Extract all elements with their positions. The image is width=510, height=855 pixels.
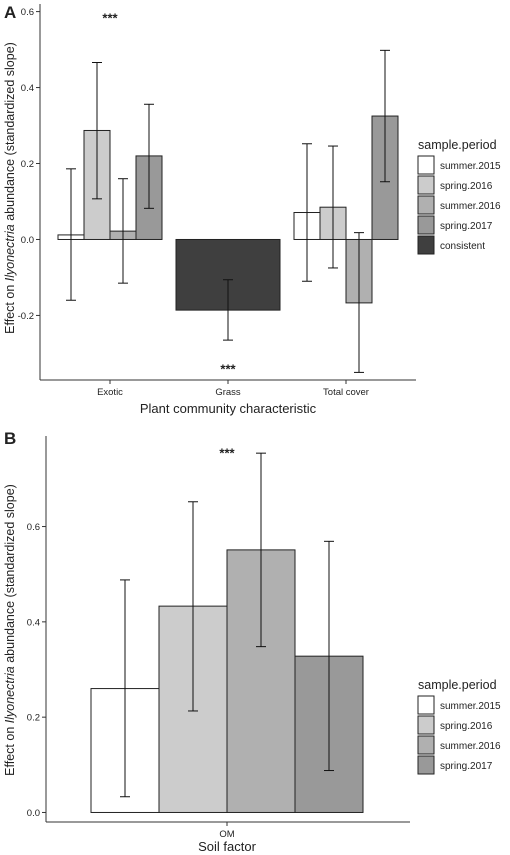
y-tick-label: 0.6 <box>21 7 34 18</box>
significance-annotation: *** <box>102 10 118 25</box>
panel-b-bars <box>90 549 364 813</box>
panel-a-error-bars <box>66 49 390 373</box>
panel-b-y-ticks: 0.6 0.4 0.2 0.0 <box>27 522 46 819</box>
panel-a-y-axis-label: Effect on Ilyonectria abundance (standar… <box>3 42 17 334</box>
legend-swatch <box>417 195 435 215</box>
panel-a-label: A <box>4 3 16 22</box>
y-tick-label: 0.0 <box>27 808 40 819</box>
legend-swatch <box>417 155 435 175</box>
significance-annotation: *** <box>219 446 235 461</box>
legend-entry-label: spring.2016 <box>440 181 493 192</box>
x-tick-label: OM <box>219 829 234 840</box>
significance-annotation: *** <box>220 362 236 377</box>
panel-a-y-ticks: 0.6 0.4 0.2 0.0 -0.2 <box>18 7 40 322</box>
legend-entry-label: summer.2016 <box>440 201 501 212</box>
legend-entry-label: summer.2015 <box>440 161 501 172</box>
panel-b-y-axis-label: Effect on Ilyonectria abundance (standar… <box>3 484 17 776</box>
panel-a-x-axis-label: Plant community characteristic <box>140 401 317 416</box>
panel-b: B Effect on Ilyonectria abundance (stand… <box>3 429 501 854</box>
legend-swatch <box>417 695 435 715</box>
y-tick-label: 0.4 <box>27 617 40 628</box>
legend-swatch <box>417 715 435 735</box>
panel-a-legend: sample.period summer.2015 spring.2016 summ… <box>417 138 501 255</box>
legend-swatch <box>417 235 435 255</box>
x-tick-label: Exotic <box>97 387 123 398</box>
panel-b-legend-title: sample.period <box>418 678 497 692</box>
y-tick-label: 0.2 <box>27 713 40 724</box>
legend-entry-label: summer.2015 <box>440 701 501 712</box>
y-tick-label: 0.2 <box>21 159 34 170</box>
y-tick-label: -0.2 <box>18 311 34 322</box>
y-tick-label: 0.4 <box>21 83 34 94</box>
panel-b-x-ticks: OM <box>219 822 235 840</box>
panel-b-annotations: *** <box>219 446 235 461</box>
x-tick-label: Total cover <box>323 387 369 398</box>
legend-swatch <box>417 735 435 755</box>
panel-a-x-ticks: Exotic Grass Total cover <box>97 380 369 398</box>
x-tick-label: Grass <box>215 387 241 398</box>
panel-a-legend-title: sample.period <box>418 138 497 152</box>
legend-swatch <box>417 755 435 775</box>
panel-b-legend: sample.period summer.2015 spring.2016 summ… <box>417 678 501 775</box>
panel-b-x-axis-label: Soil factor <box>198 839 256 854</box>
panel-a-annotations: *** *** <box>102 10 236 376</box>
legend-entry-label: consistent <box>440 241 485 252</box>
y-tick-label: 0.0 <box>21 235 34 246</box>
legend-entry-label: spring.2016 <box>440 721 493 732</box>
panel-a: A Effect on Ilyonectria abundance (stand… <box>3 3 501 416</box>
y-tick-label: 0.6 <box>27 522 40 533</box>
legend-entry-label: spring.2017 <box>440 761 493 772</box>
panel-b-label: B <box>4 429 16 448</box>
legend-entry-label: summer.2016 <box>440 741 501 752</box>
legend-entry-label: spring.2017 <box>440 221 493 232</box>
legend-swatch <box>417 215 435 235</box>
legend-swatch <box>417 175 435 195</box>
panel-b-error-bars <box>120 452 334 798</box>
